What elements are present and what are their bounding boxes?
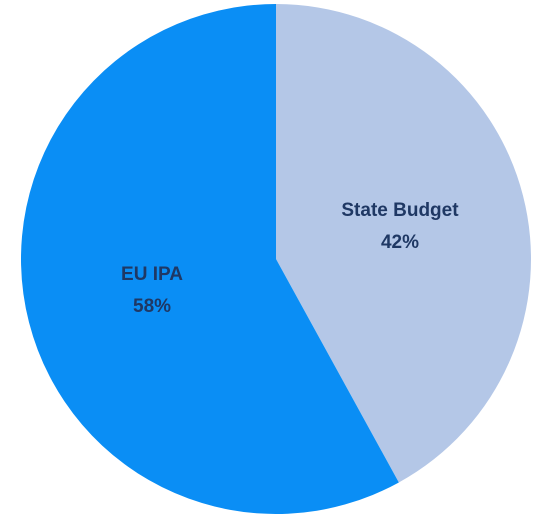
pie-slice xyxy=(21,4,399,514)
slice-value-label: 58% xyxy=(133,296,171,317)
slice-name: State Budget xyxy=(341,200,459,221)
pie-slice xyxy=(276,4,532,483)
slice-name: EU IPA xyxy=(121,264,183,285)
slice-value-label: 42% xyxy=(381,232,419,253)
